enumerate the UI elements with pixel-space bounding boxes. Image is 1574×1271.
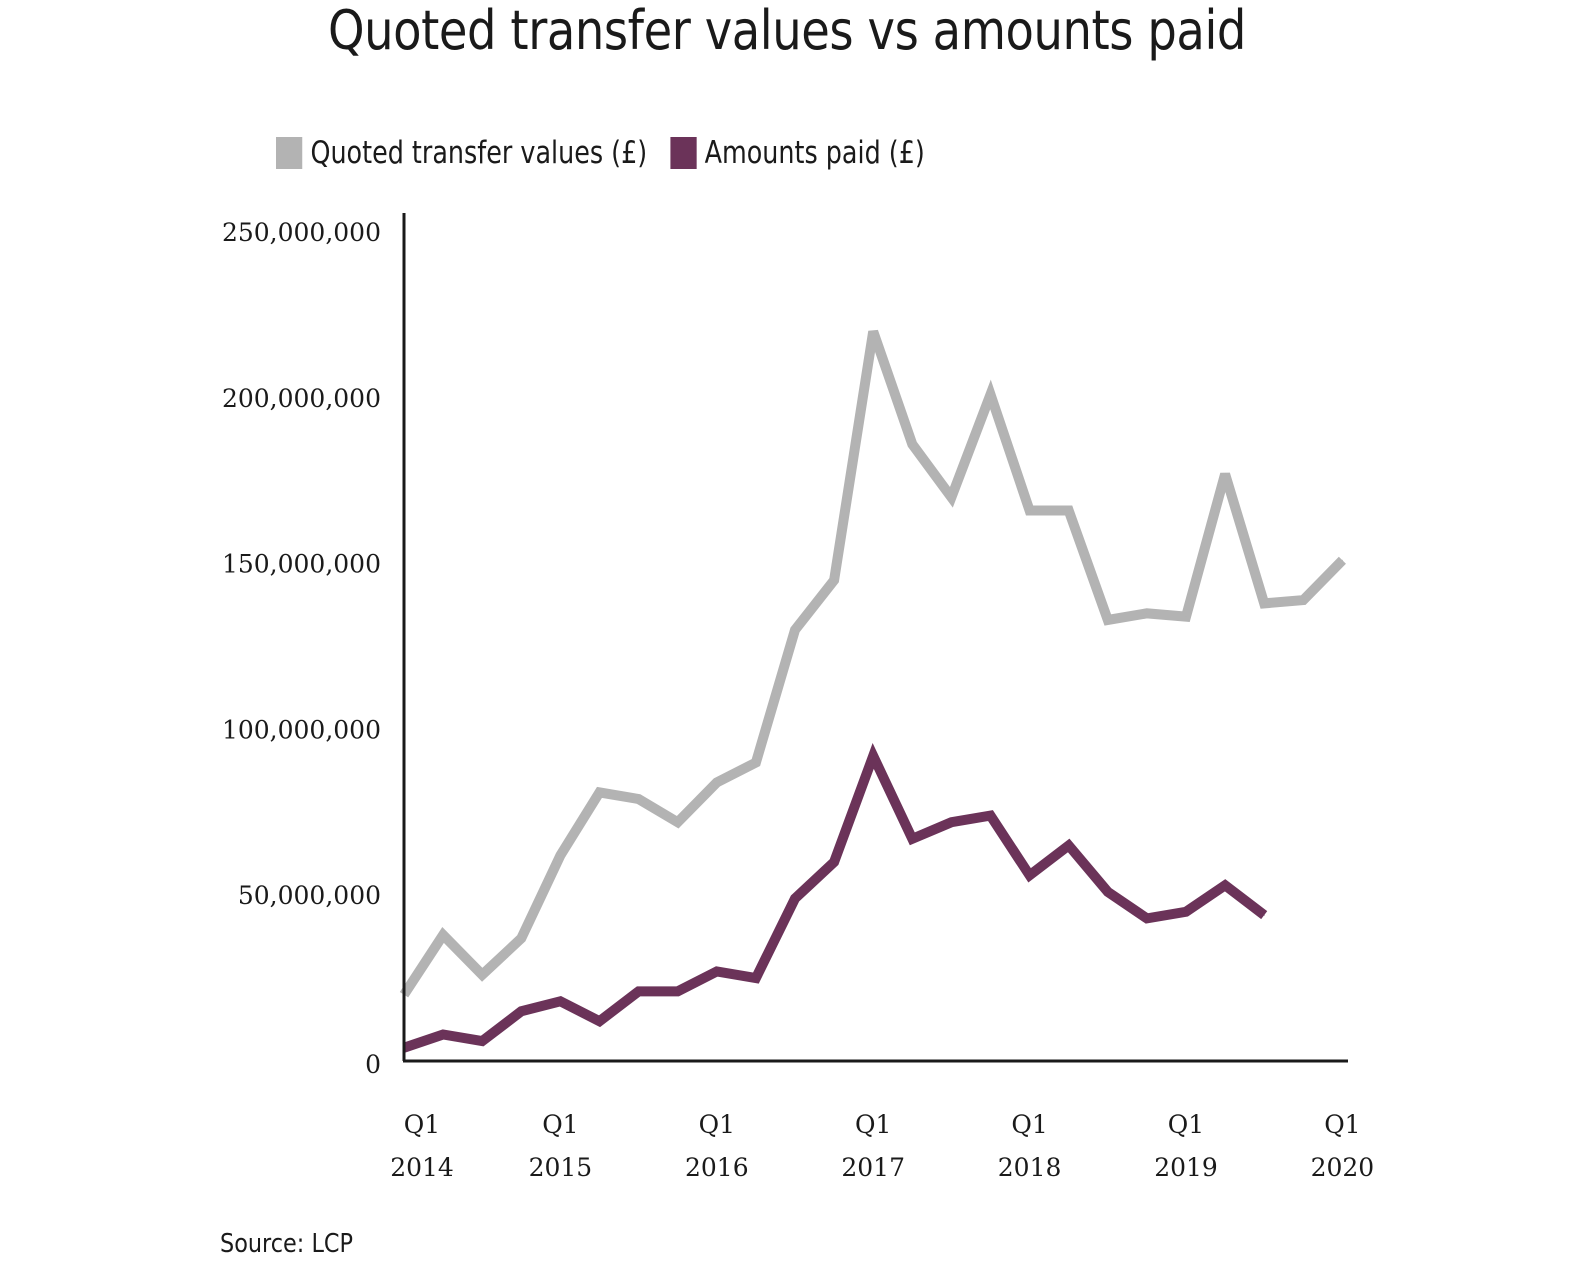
paid-point-21 — [1224, 884, 1226, 886]
quoted-point-24 — [1341, 559, 1343, 561]
paid-point-17 — [1068, 844, 1070, 846]
paid-point-11 — [833, 861, 835, 863]
y-tick-label: 100,000,000 — [222, 715, 381, 744]
x-tick-label-year: 2020 — [1311, 1153, 1375, 1182]
legend-swatch-paid — [670, 137, 697, 169]
paid-point-20 — [1185, 911, 1187, 913]
paid-point-1 — [442, 1033, 444, 1035]
quoted-point-8 — [716, 781, 718, 783]
x-tick-label-quarter: Q1 — [699, 1110, 735, 1139]
quoted-point-10 — [794, 629, 796, 631]
legend-item-paid: Amounts paid (£) — [670, 135, 925, 171]
series-layer — [399, 329, 1346, 1053]
x-tick-label-year: 2017 — [841, 1153, 905, 1182]
quoted-point-1 — [442, 934, 444, 936]
x-axis-ticks: Q1 2014 Q1 2015 Q1 2016 Q1 2017 Q1 2018 Q1 2019 Q1 20… — [390, 1110, 1374, 1182]
x-tick-label-quarter: Q1 — [542, 1110, 578, 1139]
quoted-point-16 — [1029, 510, 1031, 512]
x-tick-label-quarter: Q1 — [855, 1110, 891, 1139]
source-note: Source: LCP — [220, 1229, 354, 1259]
quoted-point-13 — [911, 443, 913, 445]
quoted-point-2 — [481, 974, 483, 976]
quoted-point-23 — [1302, 599, 1304, 601]
x-tick-label-year: 2014 — [390, 1153, 454, 1182]
paid-point-8 — [716, 970, 718, 972]
legend-item-quoted: Quoted transfer values (£) — [276, 135, 647, 171]
x-tick-label-year: 2015 — [529, 1153, 593, 1182]
paid-point-9 — [755, 977, 757, 979]
paid-point-15 — [990, 815, 991, 817]
chart-title: Quoted transfer values vs amounts paid — [328, 0, 1246, 62]
legend-label-quoted: Quoted transfer values (£) — [310, 135, 648, 171]
paid-point-12 — [872, 755, 874, 757]
paid-point-13 — [911, 838, 913, 840]
paid-point-14 — [950, 821, 952, 823]
y-tick-label: 200,000,000 — [222, 384, 381, 413]
x-tick-label-year: 2016 — [685, 1153, 749, 1182]
quoted-point-15 — [990, 393, 991, 395]
paid-point-18 — [1107, 891, 1109, 893]
y-tick-label: 150,000,000 — [222, 550, 381, 579]
quoted-point-22 — [1263, 602, 1265, 604]
quoted-point-18 — [1107, 619, 1109, 621]
paid-point-22 — [1263, 914, 1265, 916]
x-tick-label-quarter: Q1 — [1011, 1110, 1047, 1139]
legend-swatch-quoted — [276, 137, 303, 169]
x-tick-label-quarter: Q1 — [1168, 1110, 1204, 1139]
quoted-point-17 — [1068, 510, 1070, 512]
x-tick-label-year: 2018 — [998, 1153, 1062, 1182]
quoted-point-6 — [638, 798, 640, 800]
quoted-point-20 — [1185, 616, 1187, 618]
legend-label-paid: Amounts paid (£) — [704, 135, 925, 171]
paid-point-5 — [599, 1020, 600, 1022]
quoted-point-5 — [599, 791, 600, 793]
quoted-point-19 — [1146, 612, 1148, 614]
quoted-point-11 — [833, 579, 835, 581]
paid-point-3 — [520, 1010, 522, 1012]
paid-point-19 — [1146, 917, 1148, 919]
y-tick-label: 250,000,000 — [222, 218, 381, 247]
quoted-point-7 — [677, 821, 679, 823]
quoted-point-9 — [755, 762, 757, 764]
quoted-point-12 — [872, 330, 874, 332]
paid-point-2 — [481, 1040, 483, 1042]
legend: Quoted transfer values (£) Amounts paid … — [276, 133, 948, 173]
paid-point-4 — [559, 1000, 561, 1002]
paid-point-6 — [638, 990, 640, 992]
quoted-point-4 — [559, 854, 561, 856]
paid-point-16 — [1029, 874, 1031, 876]
quoted-point-21 — [1224, 473, 1226, 475]
x-tick-label-year: 2019 — [1154, 1153, 1218, 1182]
quoted-point-3 — [520, 937, 522, 939]
x-tick-label-quarter: Q1 — [404, 1110, 440, 1139]
paid-point-7 — [677, 990, 679, 992]
paid-point-10 — [794, 898, 796, 900]
quoted-point-14 — [950, 496, 952, 498]
y-axis-ticks: 0 50,000,000 100,000,000 150,000,000 200,000… — [222, 218, 381, 1079]
x-tick-label-quarter: Q1 — [1324, 1110, 1360, 1139]
y-tick-label: 50,000,000 — [238, 881, 381, 910]
y-tick-label: 0 — [365, 1050, 381, 1079]
